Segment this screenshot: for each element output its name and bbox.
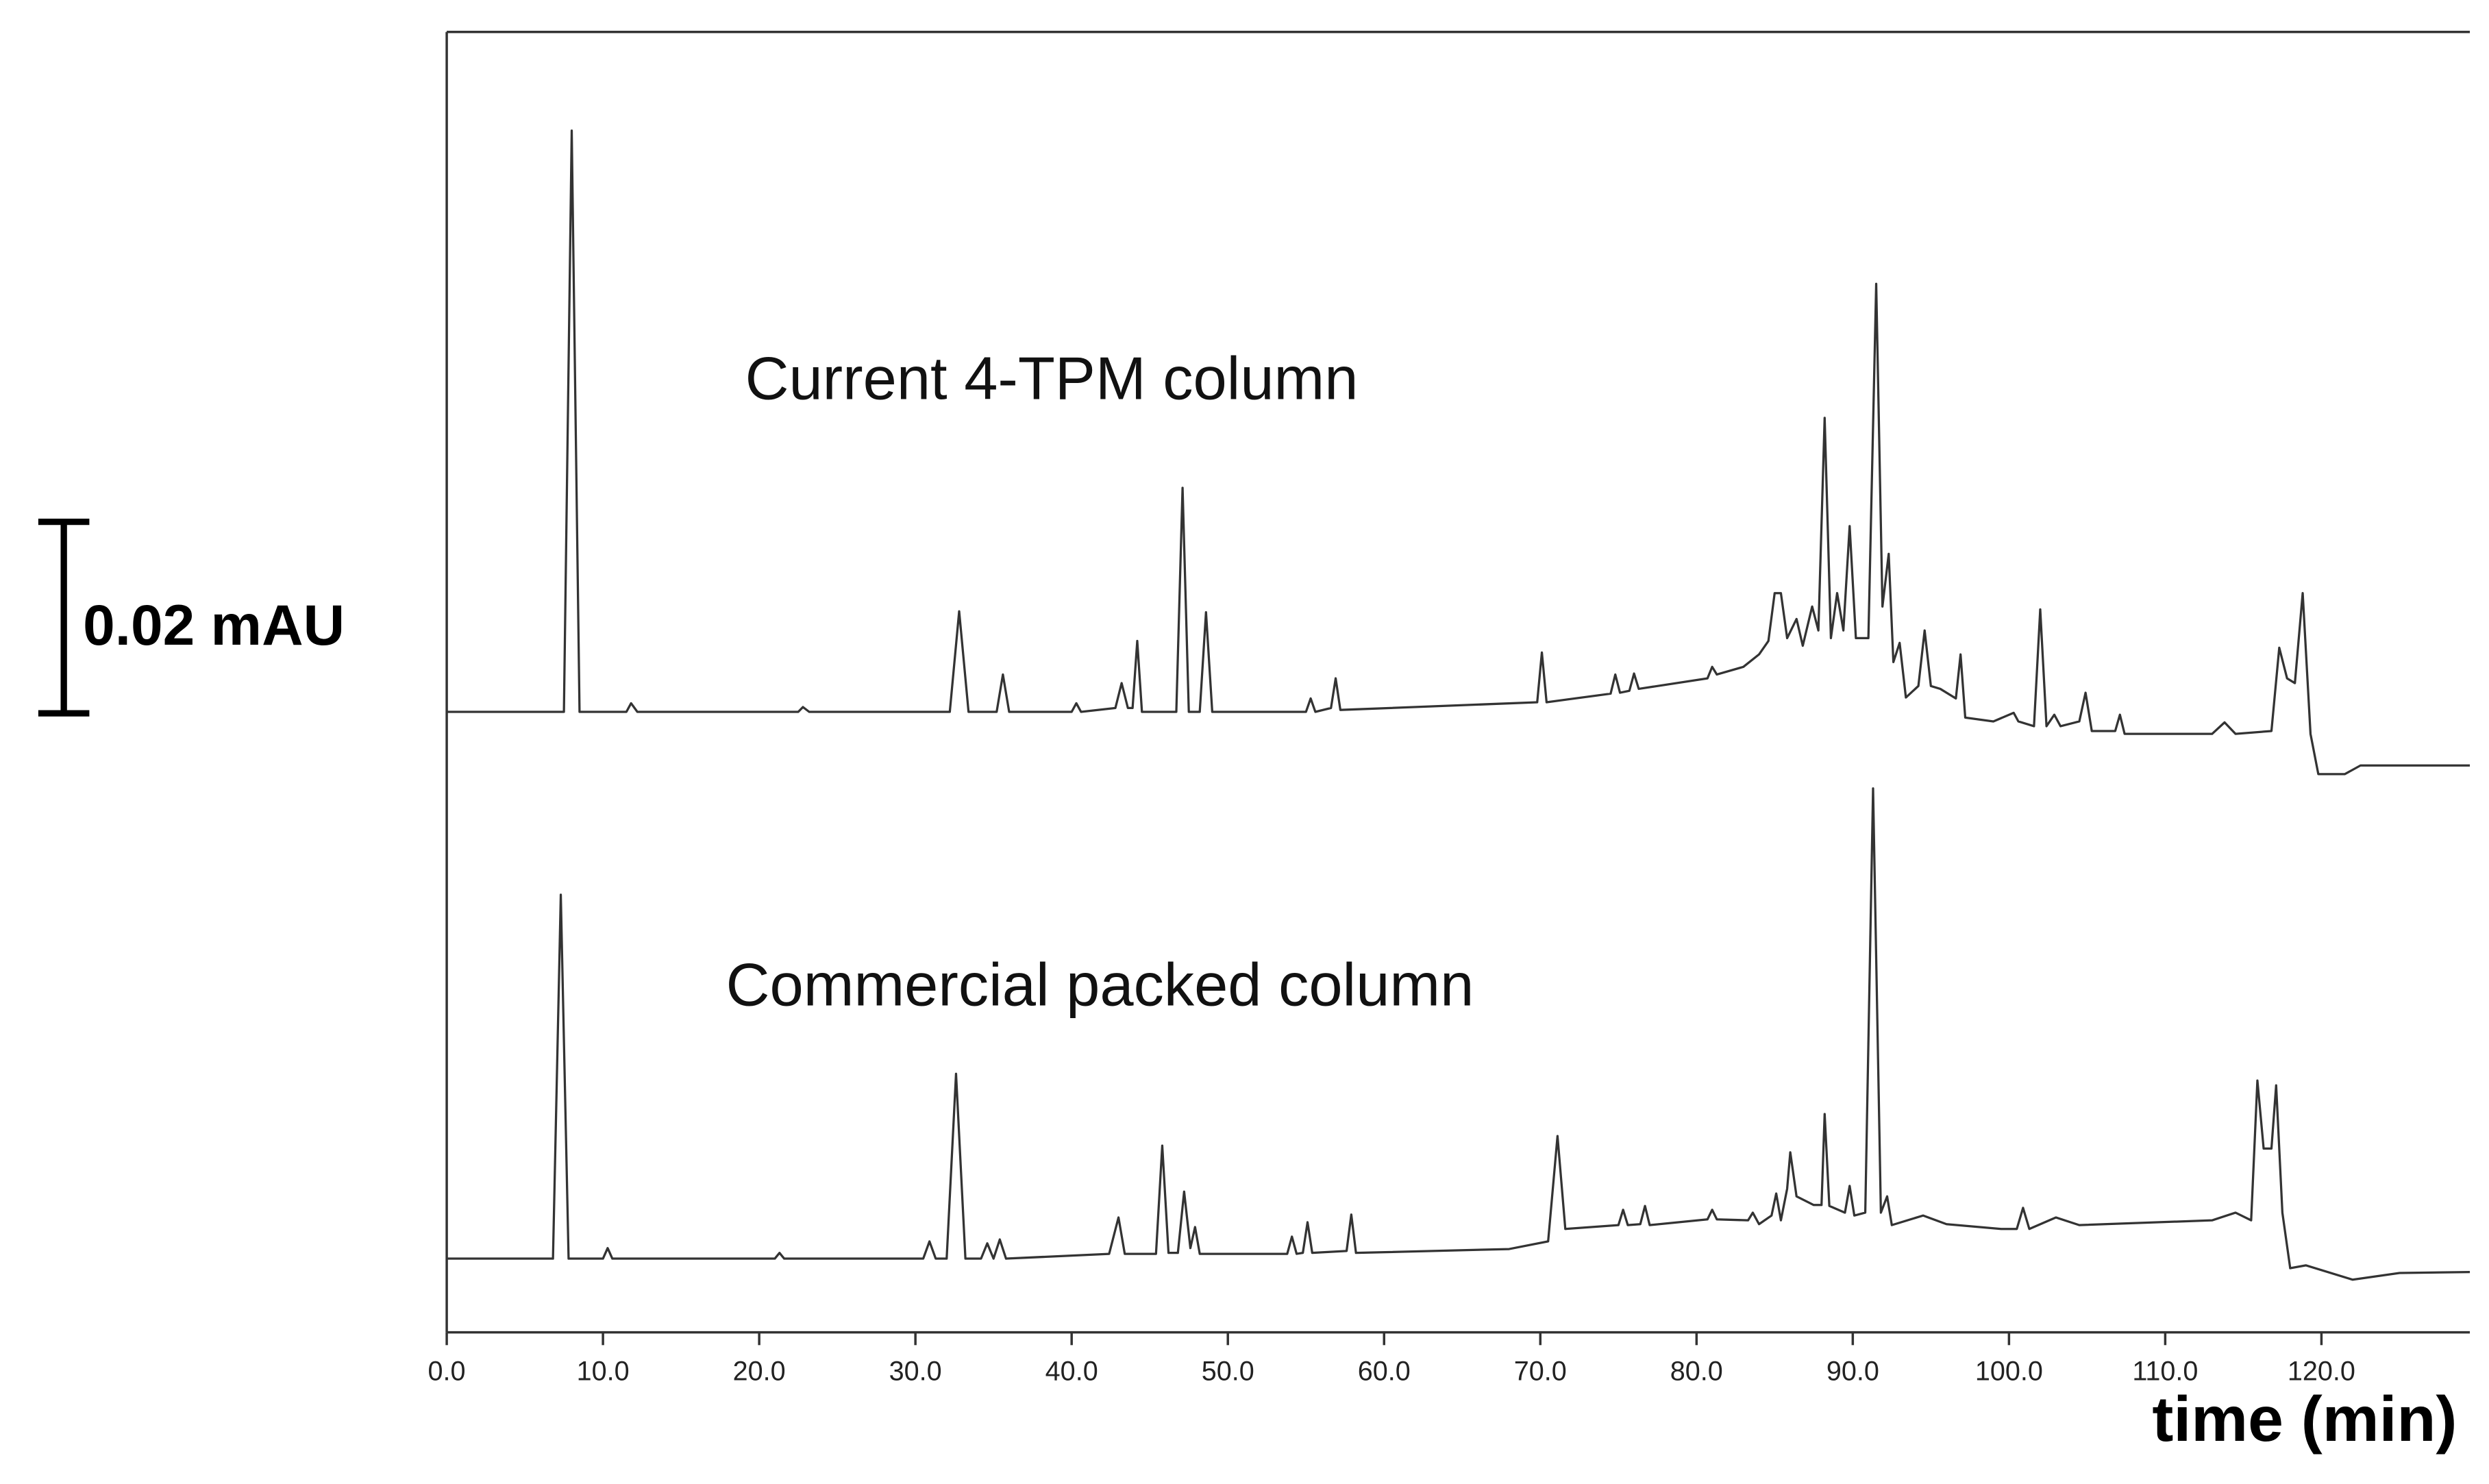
x-tick-label: 30.0: [889, 1357, 942, 1387]
x-tick-label: 40.0: [1045, 1357, 1098, 1387]
trace-line: [447, 787, 2471, 1281]
x-tick-label: 70.0: [1514, 1357, 1567, 1387]
x-tick-label: 60.0: [1358, 1357, 1411, 1387]
trace-line: [447, 129, 2471, 776]
trace-label: Commercial packed column: [726, 950, 1474, 1018]
x-tick-label: 20.0: [733, 1357, 786, 1387]
x-tick-label: 80.0: [1670, 1357, 1723, 1387]
x-tick-label: 50.0: [1202, 1357, 1254, 1387]
x-tick-label: 10.0: [577, 1357, 630, 1387]
x-tick-label: 90.0: [1826, 1357, 1879, 1387]
x-tick-label: 120.0: [2288, 1357, 2355, 1387]
x-tick-label: 110.0: [2132, 1357, 2198, 1387]
x-tick-label: 0.0: [428, 1357, 466, 1387]
x-tick-label: 100.0: [1975, 1357, 2043, 1387]
x-axis-label: time (min): [2152, 1383, 2457, 1455]
trace-label: Current 4-TPM column: [745, 344, 1359, 412]
scale-bar-label: 0.02 mAU: [83, 593, 345, 657]
